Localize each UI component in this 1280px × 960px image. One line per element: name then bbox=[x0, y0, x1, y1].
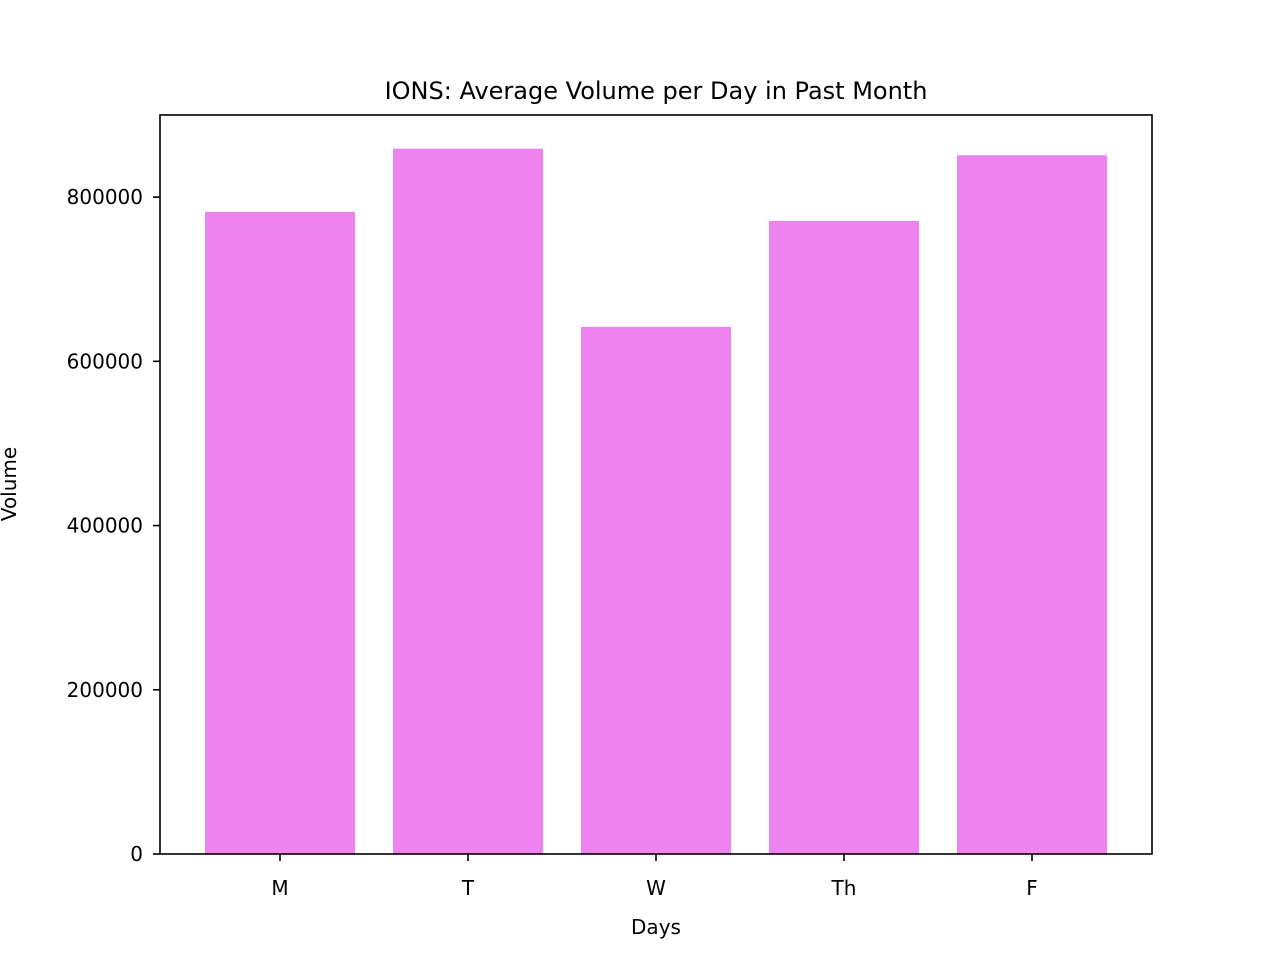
y-tick-label: 0 bbox=[130, 842, 143, 866]
y-tick-label: 400000 bbox=[67, 514, 143, 538]
bar-th bbox=[769, 220, 919, 854]
plot-frame bbox=[159, 114, 1153, 855]
x-tick-label: Th bbox=[831, 876, 857, 900]
x-axis-label: Days bbox=[631, 915, 681, 939]
y-tick-label: 800000 bbox=[67, 185, 143, 209]
x-tick-label: F bbox=[1026, 876, 1038, 900]
bar-m bbox=[205, 211, 355, 854]
bars-group bbox=[205, 148, 1107, 855]
x-tick-label: T bbox=[461, 876, 475, 900]
y-tick-label: 600000 bbox=[67, 349, 143, 373]
y-axis-ticks: 0 200000 400000 600000 800000 bbox=[67, 185, 160, 866]
x-axis-ticks: M T W Th F bbox=[271, 854, 1038, 900]
bar-f bbox=[957, 155, 1107, 855]
x-tick-label: M bbox=[271, 876, 288, 900]
x-tick-label: W bbox=[646, 876, 666, 900]
y-tick-label: 200000 bbox=[67, 678, 143, 702]
chart-title: IONS: Average Volume per Day in Past Mon… bbox=[385, 77, 928, 105]
bar-t bbox=[393, 148, 543, 855]
bar-w bbox=[581, 326, 731, 854]
y-axis-label: Volume bbox=[0, 447, 21, 521]
